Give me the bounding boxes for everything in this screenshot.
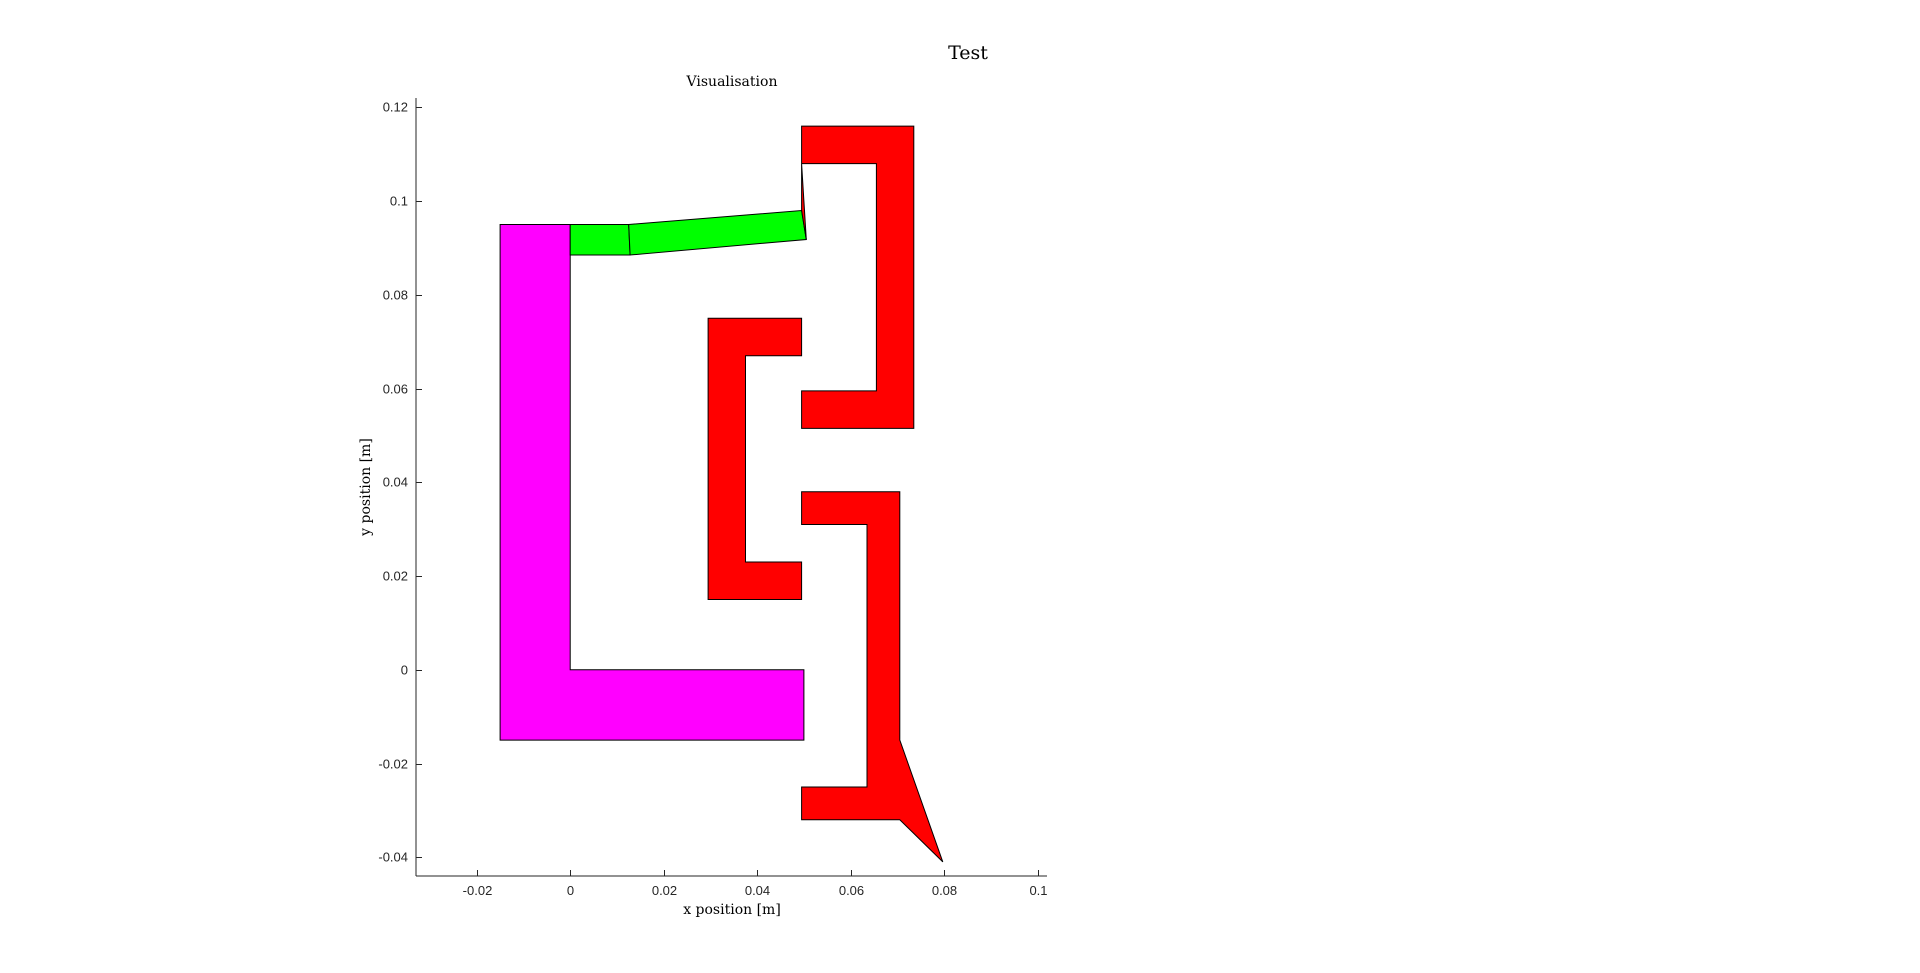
plot-shapes — [499, 125, 944, 863]
axes-title: Visualisation — [686, 74, 778, 90]
polygon-base — [499, 224, 805, 741]
x-tick-label: -0.02 — [463, 883, 493, 898]
y-tick-label: 0.12 — [383, 100, 408, 115]
y-tick-label: -0.02 — [378, 757, 408, 772]
polygon-link-1 — [569, 224, 631, 256]
polygon-upper-bracket — [801, 125, 915, 429]
y-tick-label: 0.04 — [383, 475, 408, 490]
x-tick-label: 0.02 — [652, 883, 677, 898]
figure-title: Test — [948, 42, 988, 64]
x-tick-label: 0.1 — [1029, 883, 1047, 898]
x-axis-label: x position [m] — [683, 902, 781, 918]
axes: -0.02 0 0.02 0.04 0.06 0.08 0.1 -0.04 -0.02 0 0.0… — [378, 98, 1048, 898]
y-tick-label: 0.08 — [383, 288, 408, 303]
y-tick-label: 0 — [401, 663, 408, 678]
y-tick-label: 0.06 — [383, 382, 408, 397]
y-axis-label: y position [m] — [358, 438, 374, 537]
y-tick-label: -0.04 — [378, 850, 408, 865]
x-tick-label: 0.08 — [932, 883, 957, 898]
polygon-middle-bracket — [707, 317, 803, 600]
x-ticks: -0.02 0 0.02 0.04 0.06 0.08 0.1 — [463, 870, 1048, 898]
x-tick-label: 0 — [567, 883, 574, 898]
y-tick-label: 0.1 — [390, 194, 408, 209]
y-ticks: -0.04 -0.02 0 0.02 0.04 0.06 0.08 0.1 0.12 — [378, 100, 422, 865]
x-tick-label: 0.04 — [745, 883, 770, 898]
polygon-link-2 — [628, 209, 807, 256]
x-tick-label: 0.06 — [839, 883, 864, 898]
polygon-lower-bracket — [801, 491, 944, 863]
y-tick-label: 0.02 — [383, 569, 408, 584]
